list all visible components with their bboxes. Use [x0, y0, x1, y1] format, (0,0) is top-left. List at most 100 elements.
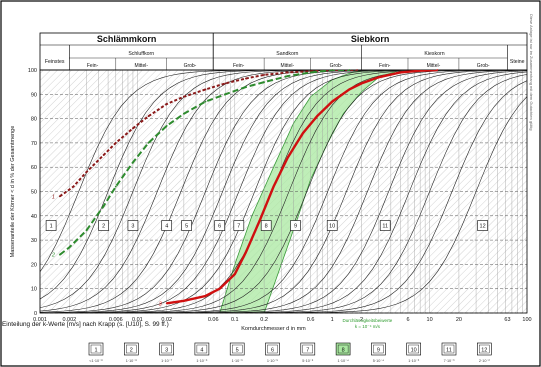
data-point: [301, 132, 304, 135]
y-tick-label: 80: [31, 117, 37, 123]
data-point: [286, 75, 289, 77]
data-point: [204, 100, 207, 103]
k-value-label: <1·10⁻⁸: [89, 359, 103, 363]
data-point: [72, 185, 75, 188]
field-box: [379, 220, 391, 231]
series-marker: 3: [159, 301, 163, 307]
data-point: [132, 127, 134, 130]
data-point: [244, 251, 247, 254]
k-value-label: 7·10⁻³: [444, 359, 456, 363]
green-annotation: Durchlässigkeitsbeiwerte: [343, 318, 393, 323]
k-box-inner: [126, 344, 137, 354]
column-sub-label: Mittel-: [281, 63, 295, 69]
field-box-label: 2: [102, 224, 105, 230]
data-point: [132, 161, 134, 164]
k-box-inner: [443, 344, 455, 354]
field-box: [290, 220, 301, 231]
y-tick-label: 40: [31, 214, 37, 220]
y-tick-label: 50: [31, 190, 37, 196]
k-value-label: 2·10⁻²: [479, 359, 491, 363]
k-box-label: 4: [200, 348, 203, 354]
data-point: [286, 156, 289, 159]
field-box: [326, 220, 338, 231]
x-tick-label: 0.2: [260, 317, 268, 323]
k-box-label: 9: [377, 348, 380, 354]
x-tick-label: 0.06: [208, 317, 219, 323]
k-value-label: 1·10⁻⁴: [337, 359, 349, 363]
data-point: [204, 295, 207, 297]
column-sub-label: Fein-: [379, 63, 391, 69]
y-tick-label: 90: [31, 92, 37, 98]
y-axis-title: Massenanteile der Körner < d in % der Ge…: [10, 126, 16, 258]
data-point: [182, 299, 185, 302]
k-box-inner: [408, 344, 419, 354]
field-box: [260, 220, 272, 231]
data-point: [224, 82, 227, 85]
data-point: [263, 81, 266, 84]
k-value-label: 5·10⁻⁵: [302, 359, 314, 363]
column-sub-label: Grob-: [330, 63, 343, 69]
x-tick-label: 1: [331, 317, 334, 323]
k-value-label: 1·10⁻³: [408, 359, 420, 363]
x-tick-label: 0.6: [307, 317, 315, 323]
y-tick-label: 20: [31, 262, 37, 268]
k-box-label: 7: [306, 348, 309, 354]
header-box: [39, 32, 528, 71]
k-box-inner: [231, 344, 243, 354]
k-box: [124, 342, 139, 356]
field-box-label: 9: [294, 224, 297, 230]
data-point: [399, 71, 402, 74]
column-sub-label: Fein-: [87, 63, 99, 69]
field-box-label: 1: [50, 224, 53, 230]
data-point: [309, 71, 312, 74]
data-point: [360, 82, 363, 85]
k-box-label: 11: [446, 348, 452, 354]
x-tick-label: 100: [522, 317, 531, 323]
x-tick-label: 10: [427, 317, 433, 323]
field-box-label: 3: [131, 224, 134, 230]
field-box-label: 8: [265, 224, 268, 230]
k-box-inner: [267, 344, 278, 354]
field-box: [127, 220, 139, 231]
field-box: [181, 220, 192, 231]
data-point: [114, 142, 117, 144]
k-box-inner: [337, 344, 349, 354]
field-box: [214, 220, 226, 231]
k-box-label: 12: [481, 348, 487, 354]
data-point: [165, 103, 168, 105]
data-point: [165, 124, 168, 127]
data-point: [331, 69, 334, 71]
x-tick-label: 0.002: [62, 317, 76, 323]
y-tick-label: 70: [31, 141, 37, 147]
field-box: [477, 220, 488, 231]
k-value-label: 1·10⁻⁷: [161, 359, 173, 363]
k-box: [406, 342, 422, 356]
k-box: [335, 342, 351, 356]
data-point: [58, 195, 61, 198]
data-point: [377, 76, 380, 79]
k-value-label: 1·10⁻⁵: [267, 359, 279, 363]
k-box-label: 6: [271, 348, 274, 354]
column-sub-label: Grob-: [477, 63, 490, 69]
field-box-label: 10: [329, 224, 335, 230]
data-point: [68, 246, 71, 249]
data-point: [182, 95, 185, 98]
field-box-label: 5: [185, 224, 188, 230]
data-point: [348, 69, 351, 71]
x-tick-label: 6: [406, 317, 409, 323]
field-box: [161, 220, 173, 231]
column-group-label: Feinstes: [45, 59, 65, 65]
column-group-label: Steine: [510, 59, 525, 65]
data-point: [233, 273, 236, 276]
k-box: [476, 342, 492, 356]
data-point: [316, 115, 319, 118]
header-title-left: Schlämmkorn: [97, 34, 157, 44]
data-point: [244, 86, 247, 88]
field-box: [233, 220, 245, 231]
k-box-label: 3: [165, 348, 168, 354]
data-point: [348, 88, 351, 91]
data-point: [263, 73, 266, 76]
column-sub-label: Grob-: [184, 63, 197, 69]
